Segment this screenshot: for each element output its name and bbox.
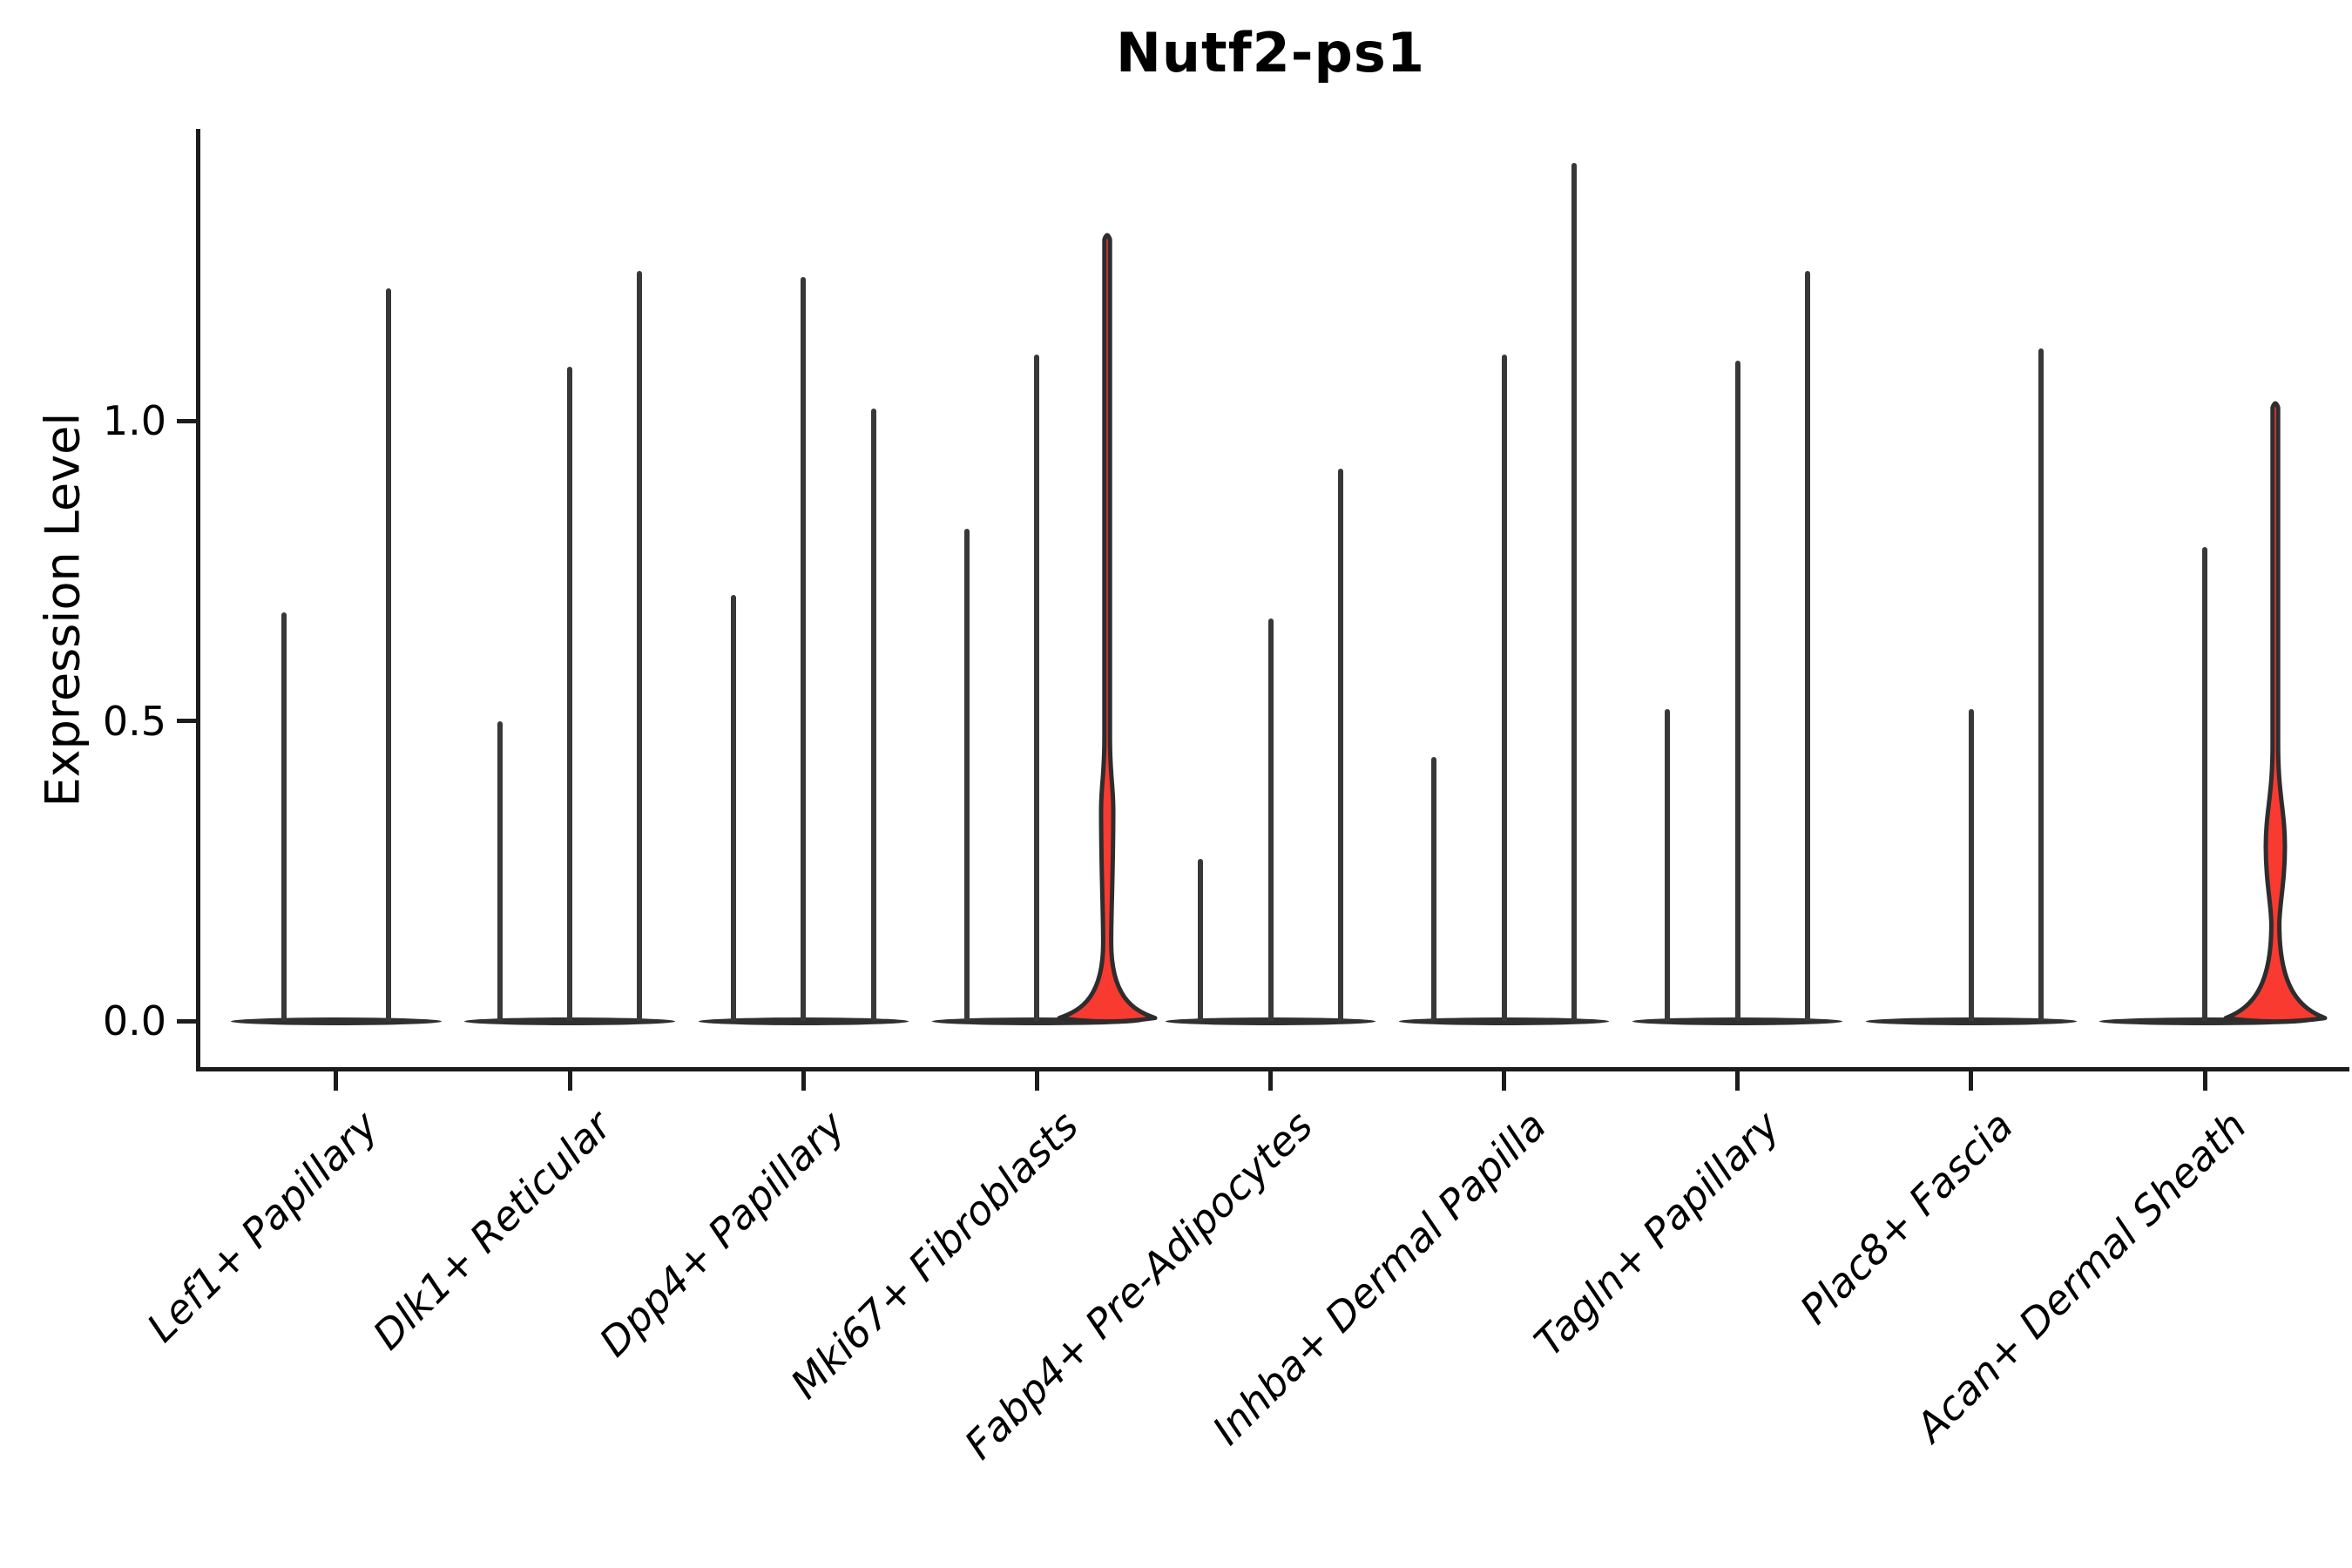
x-axis-tick xyxy=(1969,1071,1974,1091)
y-tick-label: 1.0 xyxy=(102,397,166,444)
y-axis-tick xyxy=(177,1018,196,1024)
violin-spike xyxy=(2038,348,2044,1021)
category-label: Plac8+ Fascia xyxy=(1790,1102,2023,1334)
y-tick-label: 0.0 xyxy=(102,997,166,1044)
violin-spike xyxy=(730,594,736,1021)
baseline-blob xyxy=(231,1017,442,1025)
x-axis-tick xyxy=(2202,1071,2207,1091)
x-axis-tick xyxy=(1735,1071,1740,1091)
violin-spike xyxy=(1431,756,1437,1021)
baseline-blob xyxy=(931,1017,1142,1025)
violin-spike xyxy=(567,366,573,1021)
baseline-blob xyxy=(464,1017,675,1025)
x-axis-tick xyxy=(1268,1071,1273,1091)
x-axis-tick xyxy=(334,1071,339,1091)
baseline-blob xyxy=(698,1017,909,1025)
violin-spike xyxy=(963,529,970,1021)
chart-title: Nutf2-ps1 xyxy=(1116,21,1425,84)
x-axis-tick xyxy=(801,1071,806,1091)
violin-spike xyxy=(1968,708,1974,1021)
violin-spike xyxy=(1034,355,1040,1021)
violin-spike xyxy=(870,409,876,1021)
baseline-blob xyxy=(1632,1017,1843,1025)
y-axis-tick xyxy=(177,719,196,723)
violin-spike xyxy=(637,270,643,1021)
y-tick-label: 0.5 xyxy=(102,697,166,745)
violin-spike xyxy=(1267,618,1274,1021)
violin-highlighted-red xyxy=(2223,401,2328,1024)
violin-spike xyxy=(1198,858,1204,1021)
y-axis-tick xyxy=(177,418,196,423)
violin-spike xyxy=(1734,361,1740,1021)
violin-spike xyxy=(2202,546,2208,1021)
violin-spike xyxy=(1571,162,1578,1021)
violin-spike xyxy=(1501,355,1507,1021)
violin-spike xyxy=(386,288,392,1021)
violin-spike xyxy=(1805,270,1811,1021)
category-label: Dlk1+ Reticular xyxy=(363,1102,621,1359)
x-axis-tick xyxy=(567,1071,572,1091)
category-label: Lef1+ Papillary xyxy=(138,1102,388,1351)
x-axis-tick xyxy=(1034,1071,1039,1091)
violin-spike xyxy=(801,276,807,1021)
violin-spike xyxy=(497,720,503,1021)
category-label: Tagln+ Papillary xyxy=(1524,1102,1788,1366)
category-label: Dpp4+ Papillary xyxy=(590,1102,855,1366)
y-axis-label: Expression Level xyxy=(35,412,91,808)
violin-highlighted-red xyxy=(1057,233,1158,1024)
plot-area xyxy=(196,129,2349,1071)
baseline-blob xyxy=(1165,1017,1376,1025)
baseline-blob xyxy=(2099,1017,2310,1025)
violin-spike xyxy=(280,612,287,1021)
violin-spike xyxy=(1665,708,1671,1021)
baseline-blob xyxy=(1398,1017,1610,1025)
x-axis-tick xyxy=(1502,1071,1507,1091)
baseline-blob xyxy=(1866,1017,2077,1025)
violin-spike xyxy=(1337,469,1343,1021)
